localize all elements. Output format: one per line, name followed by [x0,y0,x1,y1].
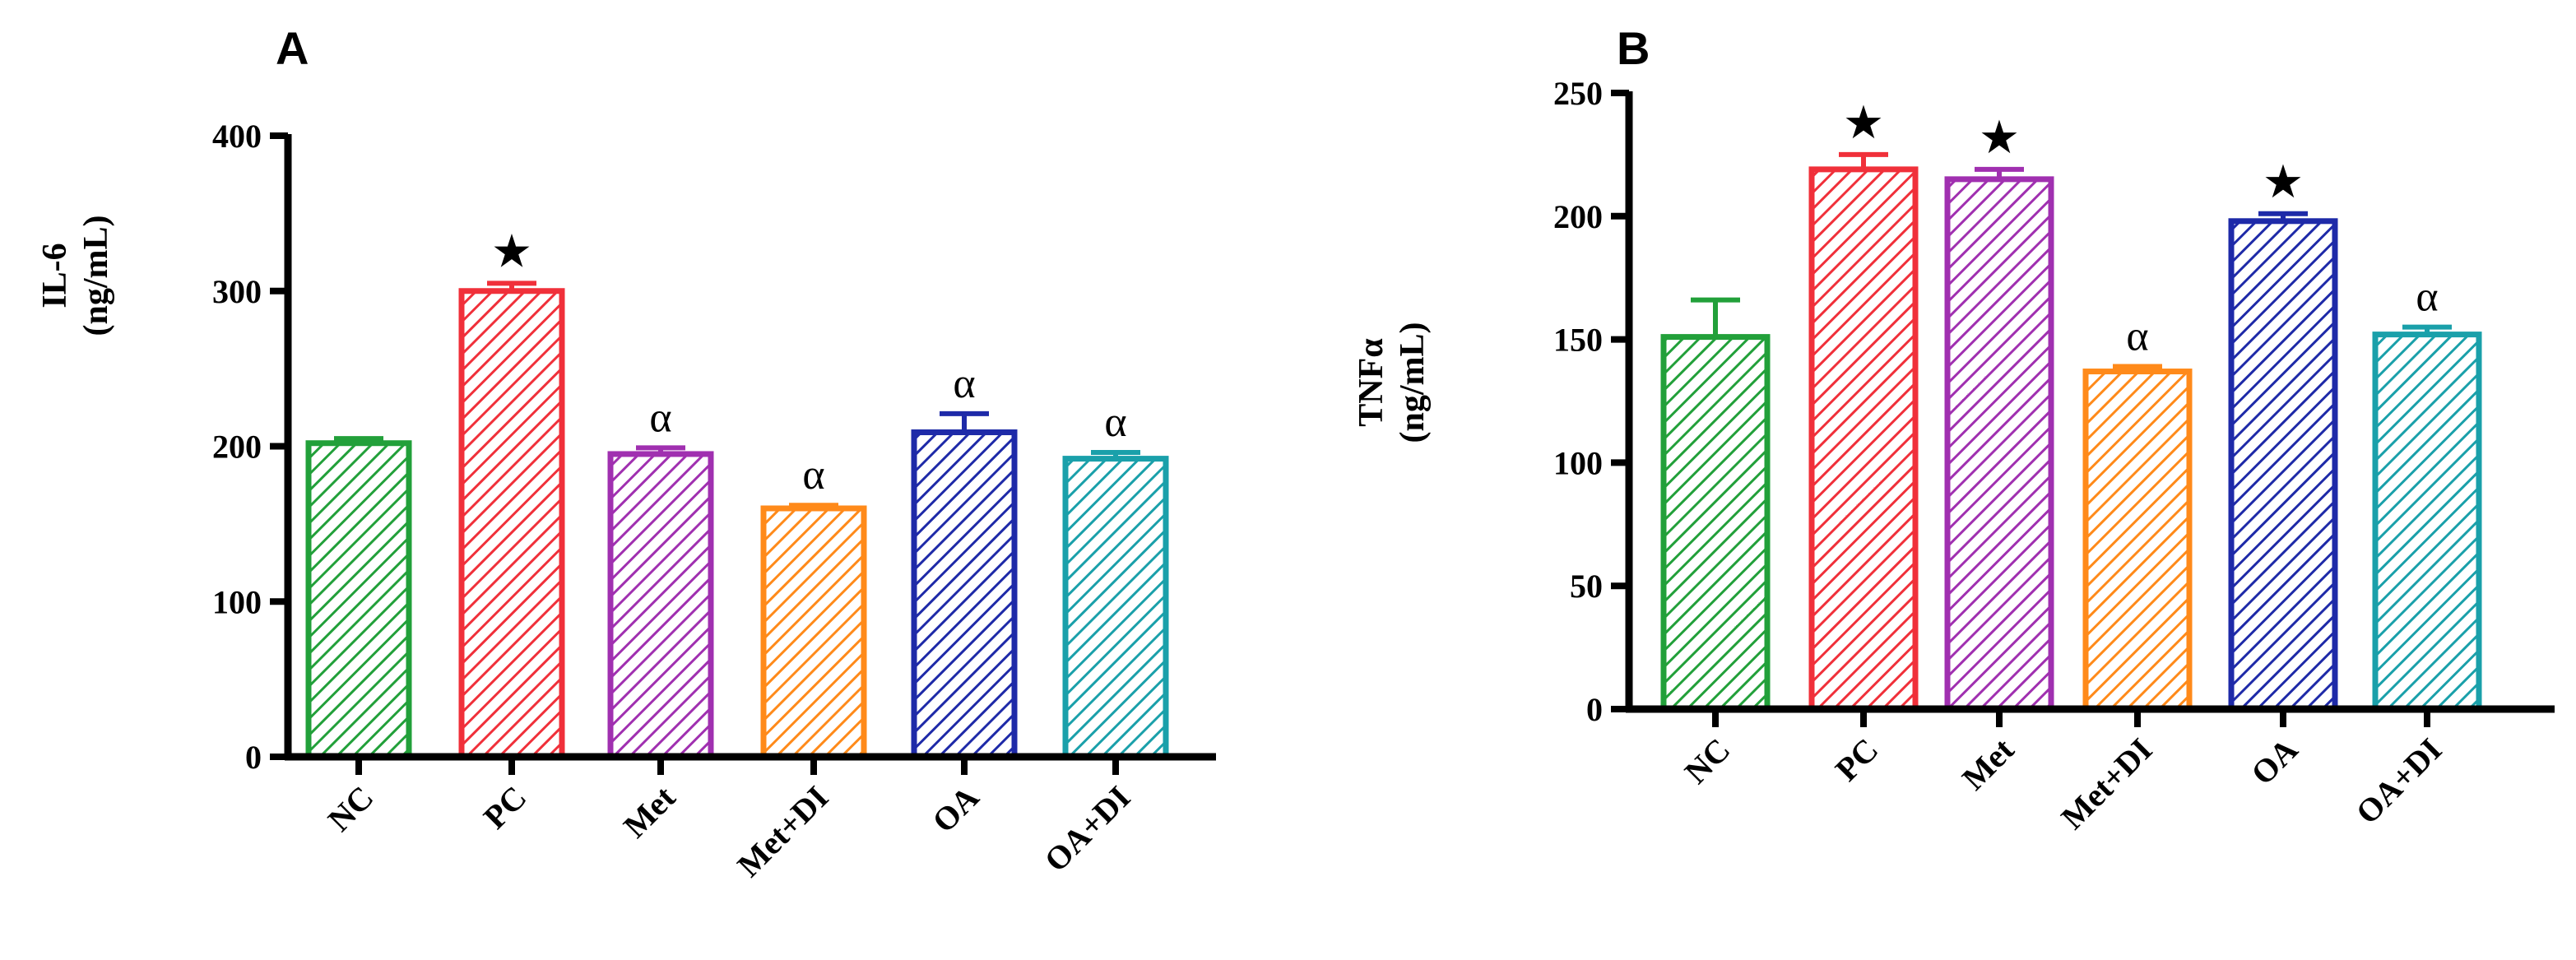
y-axis-title-line1: TNFα [1353,338,1390,427]
panel-b-tnfa-chart: B TNFα (ng/mL) ★ ★ α ★ α 0 50 100 150 200 250 NC PC M… [1353,22,2555,837]
x-tick-label: Met [616,778,683,845]
bar-group-oa: α [911,360,1018,760]
bar-group-pc: ★ [458,226,565,760]
panel-label-a: A [276,22,309,74]
y-axis-title-line1: IL-6 [36,243,74,308]
significance-alpha-label: α [953,360,975,407]
y-tick-label: 400 [212,118,262,155]
y-axis-title-line2: (ng/mL) [1394,322,1432,443]
y-tick-label: 300 [212,273,262,310]
y-axis-title: IL-6 (ng/mL) [36,216,115,336]
x-tick-label: PC [1828,731,1886,789]
significance-star-icon: ★ [2263,157,2304,208]
bar [911,429,1018,760]
x-tick-label: Met [1955,730,2021,797]
bar-group-met-plus-di: α [2082,313,2193,712]
significance-alpha-label: α [2126,313,2148,360]
bar-group-nc [305,436,412,760]
x-tick-label: NC [321,779,381,839]
bar-group-oa-plus-di: α [1062,399,1169,760]
bar-group-met: ★ [1944,113,2054,712]
y-tick-label: 200 [1553,198,1603,235]
significance-alpha-label: α [649,394,671,441]
bar [458,288,565,760]
panel-label-b: B [1617,22,1650,74]
x-tick-label: OA+DI [2349,731,2449,832]
panel-a-il6-chart: A IL-6 (ng/mL) ★ α α α α 0 100 200 300 400 NC PC Met… [36,22,1216,884]
bar [760,505,867,760]
x-tick-label: Met+DI [2054,731,2159,837]
y-tick-label: 0 [245,739,262,776]
x-tick-label: OA [2244,730,2304,791]
bar [1660,334,1771,712]
x-tick-label: OA+DI [1037,779,1138,879]
bar [1808,166,1919,712]
significance-star-icon: ★ [1979,113,2020,164]
y-tick-label: 200 [212,429,262,466]
bar [1944,176,2054,712]
bar [607,451,714,760]
x-tick-label: OA [925,778,986,839]
significance-alpha-label: α [1104,399,1126,446]
bar [2082,369,2193,712]
y-tick-label: 100 [1553,444,1603,481]
y-tick-label: 0 [1586,691,1603,728]
x-tick-label: PC [476,779,534,837]
bar-group-met-plus-di: α [760,452,867,760]
significance-alpha-label: α [802,452,824,499]
y-tick-label: 100 [212,583,262,620]
y-tick-label: 250 [1553,75,1603,112]
bar [2372,332,2482,712]
bar-group-pc: ★ [1808,98,1919,712]
y-tick-label: 150 [1553,322,1603,359]
bar-group-met: α [607,394,714,760]
bar-group-oa: ★ [2228,157,2338,712]
significance-alpha-label: α [2416,274,2438,321]
y-axis-title: TNFα (ng/mL) [1353,322,1432,443]
bar-group-oa-plus-di: α [2372,274,2482,712]
bar [305,440,412,760]
significance-star-icon: ★ [491,226,532,277]
x-tick-label: NC [1678,731,1738,791]
significance-star-icon: ★ [1843,98,1884,149]
bar-group-nc [1660,297,1771,712]
y-axis-title-line2: (ng/mL) [77,216,115,336]
y-tick-label: 50 [1570,568,1603,605]
bar [2228,218,2338,712]
bar [1062,456,1169,760]
x-tick-label: Met+DI [730,779,835,884]
